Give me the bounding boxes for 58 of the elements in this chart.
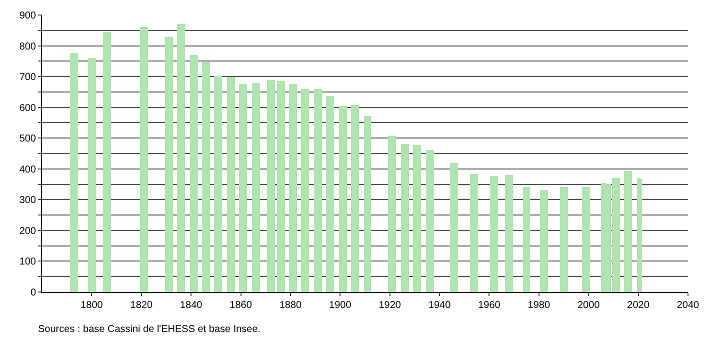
y-tick-label: 900 bbox=[19, 10, 36, 22]
x-tick-label: 2040 bbox=[676, 300, 700, 311]
bar bbox=[88, 58, 96, 292]
y-tick-label: 200 bbox=[19, 226, 36, 237]
y-tick-label: 400 bbox=[19, 164, 36, 176]
bar bbox=[289, 84, 297, 292]
x-tick-label: 1940 bbox=[428, 300, 452, 311]
bar bbox=[202, 62, 210, 292]
bar bbox=[582, 187, 590, 292]
bar bbox=[470, 174, 478, 292]
x-tick-label: 1960 bbox=[478, 300, 501, 311]
bar bbox=[540, 190, 548, 292]
y-tick-label: 100 bbox=[19, 256, 36, 268]
y-tick-label: 0 bbox=[30, 288, 36, 298]
bar bbox=[326, 96, 334, 292]
bar bbox=[523, 187, 530, 292]
x-tick-label: 1920 bbox=[378, 300, 402, 311]
bar bbox=[277, 81, 285, 292]
x-tick-label: 2000 bbox=[577, 300, 600, 311]
x-tick-label: 1820 bbox=[130, 300, 153, 311]
bar bbox=[560, 187, 568, 292]
bar bbox=[413, 145, 421, 292]
y-tick-label: 700 bbox=[19, 72, 36, 84]
source-note: Sources : base Cassini de l'EHESS et base Insee. bbox=[38, 324, 261, 335]
bar bbox=[339, 106, 347, 292]
x-tick-label: 1800 bbox=[80, 300, 104, 311]
bar bbox=[140, 27, 148, 292]
bar bbox=[490, 176, 498, 292]
x-tick-label: 2020 bbox=[627, 300, 650, 311]
bar bbox=[103, 32, 111, 292]
bar bbox=[450, 163, 458, 292]
x-tick-label: 1860 bbox=[230, 300, 252, 311]
bar bbox=[165, 37, 173, 292]
bar bbox=[388, 136, 396, 292]
y-tick-label: 600 bbox=[19, 102, 36, 114]
bar bbox=[227, 77, 235, 292]
bar bbox=[426, 150, 434, 292]
bar bbox=[252, 83, 260, 292]
bar bbox=[267, 80, 275, 292]
bar bbox=[401, 144, 409, 292]
y-tick-label: 300 bbox=[19, 195, 36, 206]
y-tick-label: 800 bbox=[19, 41, 36, 52]
y-tick-label: 500 bbox=[19, 134, 36, 145]
bar bbox=[239, 84, 247, 292]
bar bbox=[351, 105, 359, 292]
bar bbox=[301, 89, 309, 292]
bar bbox=[505, 175, 513, 292]
bar bbox=[177, 24, 185, 292]
bar bbox=[364, 116, 371, 292]
bar bbox=[624, 171, 632, 292]
x-tick-label: 1980 bbox=[528, 300, 550, 311]
x-tick-label: 1900 bbox=[329, 300, 352, 311]
bar bbox=[214, 76, 222, 292]
bar bbox=[70, 53, 78, 292]
bar bbox=[314, 89, 322, 292]
x-tick-label: 1840 bbox=[180, 300, 203, 311]
bar bbox=[190, 55, 198, 292]
x-tick-label: 1880 bbox=[279, 300, 302, 311]
